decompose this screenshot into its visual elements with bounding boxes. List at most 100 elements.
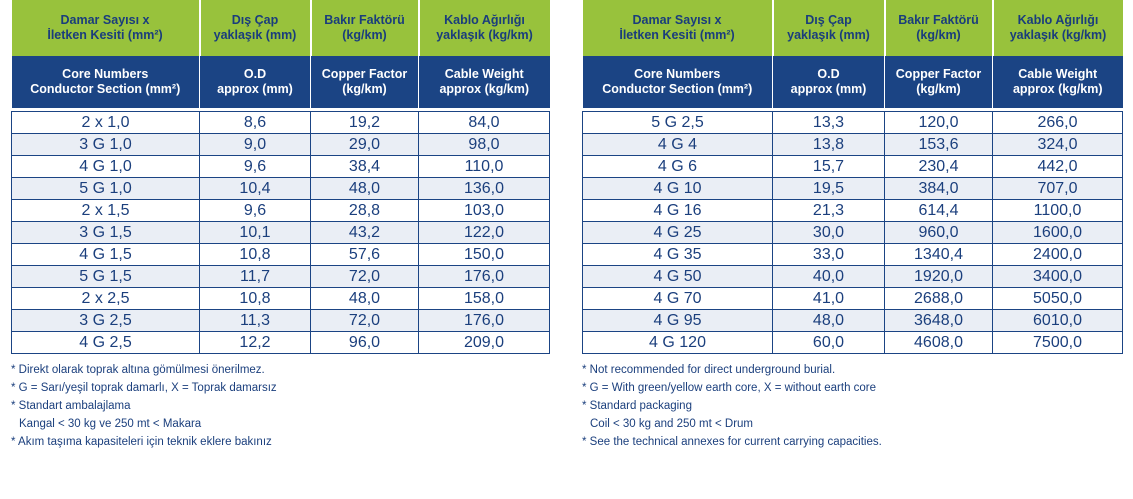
cell-core-section: 4 G 35 [582, 243, 773, 266]
cell-copper-factor: 120,0 [884, 111, 993, 134]
cell-cable-weight: 176,0 [418, 265, 550, 288]
header-copper-factor-en: Copper Factor (kg/km) [310, 56, 419, 108]
cable-spec-table-right: Damar Sayısı x İletken Kesiti (mm²) Dış Ç… [582, 0, 1123, 354]
cell-cable-weight: 110,0 [418, 155, 550, 178]
cell-od: 9,6 [199, 155, 311, 178]
cell-core-section: 4 G 2,5 [11, 331, 200, 354]
footnote-earth-core: * G = Sarı/yeşil toprak damarlı, X = Top… [11, 382, 277, 394]
cell-copper-factor: 28,8 [310, 199, 419, 222]
cell-od: 60,0 [772, 331, 885, 354]
cell-core-section: 3 G 1,5 [11, 221, 200, 244]
cell-cable-weight: 98,0 [418, 133, 550, 156]
english-panel: Damar Sayısı x İletken Kesiti (mm²) Dış Ç… [582, 0, 1123, 451]
cell-core-section: 4 G 70 [582, 287, 773, 310]
table-row: 4 G 25 30,0 960,0 1600,0 [582, 221, 1123, 244]
cell-od: 33,0 [772, 243, 885, 266]
cell-od: 8,6 [199, 111, 311, 134]
cell-od: 40,0 [772, 265, 885, 288]
table-row: 3 G 2,5 11,3 72,0 176,0 [11, 309, 550, 332]
cell-cable-weight: 266,0 [992, 111, 1123, 134]
cell-copper-factor: 57,6 [310, 243, 419, 266]
cell-core-section: 2 x 1,5 [11, 199, 200, 222]
cell-cable-weight: 2400,0 [992, 243, 1123, 266]
cell-copper-factor: 1340,4 [884, 243, 993, 266]
cell-copper-factor: 1920,0 [884, 265, 993, 288]
cell-od: 9,0 [199, 133, 311, 156]
cell-core-section: 4 G 1,5 [11, 243, 200, 266]
cell-copper-factor: 4608,0 [884, 331, 993, 354]
header-od-en: O.D approx (mm) [199, 56, 311, 108]
cell-od: 11,3 [199, 309, 311, 332]
cell-cable-weight: 442,0 [992, 155, 1123, 178]
header-od-tr: Dış Çap yaklaşık (mm) [199, 0, 312, 56]
cell-cable-weight: 5050,0 [992, 287, 1123, 310]
cell-core-section: 4 G 4 [582, 133, 773, 156]
cell-cable-weight: 209,0 [418, 331, 550, 354]
table-row: 4 G 1,5 10,8 57,6 150,0 [11, 243, 550, 266]
header-copper-factor-tr: Bakır Faktörü (kg/km) [884, 0, 994, 56]
cell-core-section: 5 G 2,5 [582, 111, 773, 134]
cell-cable-weight: 324,0 [992, 133, 1123, 156]
footnote-burial: * Direkt olarak toprak altına gömülmesi … [11, 364, 265, 376]
cell-copper-factor: 29,0 [310, 133, 419, 156]
cell-od: 9,6 [199, 199, 311, 222]
cell-copper-factor: 153,6 [884, 133, 993, 156]
cell-copper-factor: 38,4 [310, 155, 419, 178]
cell-cable-weight: 1600,0 [992, 221, 1123, 244]
header-cable-weight-tr: Kablo Ağırlığı yaklaşık (kg/km) [418, 0, 550, 56]
cell-od: 12,2 [199, 331, 311, 354]
table-row: 4 G 50 40,0 1920,0 3400,0 [582, 265, 1123, 288]
table-row: 2 x 1,5 9,6 28,8 103,0 [11, 199, 550, 222]
cell-od: 21,3 [772, 199, 885, 222]
header-copper-factor-tr: Bakır Faktörü (kg/km) [310, 0, 420, 56]
footnote-packaging: * Standart ambalajlama [11, 400, 131, 412]
cell-od: 11,7 [199, 265, 311, 288]
footnote-packaging-detail: Kangal < 30 kg ve 250 mt < Makara [19, 418, 202, 430]
cell-core-section: 2 x 1,0 [11, 111, 200, 134]
cell-cable-weight: 84,0 [418, 111, 550, 134]
header-core-section-en: Core Numbers Conductor Section (mm²) [582, 56, 773, 108]
table-row: 5 G 1,0 10,4 48,0 136,0 [11, 177, 550, 200]
cell-copper-factor: 96,0 [310, 331, 419, 354]
cell-core-section: 4 G 16 [582, 199, 773, 222]
footnote-earth-core: * G = With green/yellow earth core, X = … [582, 382, 877, 394]
cell-od: 48,0 [772, 309, 885, 332]
cell-core-section: 4 G 120 [582, 331, 773, 354]
header-core-section-en: Core Numbers Conductor Section (mm²) [11, 56, 200, 108]
cell-od: 13,8 [772, 133, 885, 156]
cell-cable-weight: 103,0 [418, 199, 550, 222]
table-row: 4 G 95 48,0 3648,0 6010,0 [582, 309, 1123, 332]
cell-od: 30,0 [772, 221, 885, 244]
cell-core-section: 3 G 1,0 [11, 133, 200, 156]
header-row-turkish: Damar Sayısı x İletken Kesiti (mm²) Dış Ç… [11, 0, 550, 56]
cell-cable-weight: 707,0 [992, 177, 1123, 200]
footnote-current-capacity: * See the technical annexes for current … [582, 436, 882, 448]
cell-od: 13,3 [772, 111, 885, 134]
cell-copper-factor: 72,0 [310, 265, 419, 288]
cell-core-section: 4 G 1,0 [11, 155, 200, 178]
table-row: 4 G 6 15,7 230,4 442,0 [582, 155, 1123, 178]
footnote-packaging: * Standard packaging [582, 400, 692, 412]
table-row: 4 G 16 21,3 614,4 1100,0 [582, 199, 1123, 222]
table-row: 4 G 120 60,0 4608,0 7500,0 [582, 331, 1123, 354]
header-core-section-tr: Damar Sayısı x İletken Kesiti (mm²) [582, 0, 774, 56]
header-copper-factor-en: Copper Factor (kg/km) [884, 56, 993, 108]
table-row: 4 G 10 19,5 384,0 707,0 [582, 177, 1123, 200]
cell-cable-weight: 1100,0 [992, 199, 1123, 222]
turkish-panel: Damar Sayısı x İletken Kesiti (mm²) Dış Ç… [11, 0, 550, 451]
footnote-burial: * Not recommended for direct underground… [582, 364, 836, 376]
cell-core-section: 4 G 25 [582, 221, 773, 244]
header-od-en: O.D approx (mm) [772, 56, 885, 108]
header-row-english: Core Numbers Conductor Section (mm²) O.D a… [11, 56, 550, 108]
cell-core-section: 4 G 10 [582, 177, 773, 200]
cell-cable-weight: 136,0 [418, 177, 550, 200]
cell-od: 15,7 [772, 155, 885, 178]
table-row: 4 G 70 41,0 2688,0 5050,0 [582, 287, 1123, 310]
cell-od: 10,8 [199, 287, 311, 310]
table-row: 4 G 2,5 12,2 96,0 209,0 [11, 331, 550, 354]
cell-od: 10,8 [199, 243, 311, 266]
footnotes-english: * Not recommended for direct underground… [582, 361, 1122, 451]
cell-copper-factor: 3648,0 [884, 309, 993, 332]
cell-core-section: 4 G 6 [582, 155, 773, 178]
cell-cable-weight: 176,0 [418, 309, 550, 332]
